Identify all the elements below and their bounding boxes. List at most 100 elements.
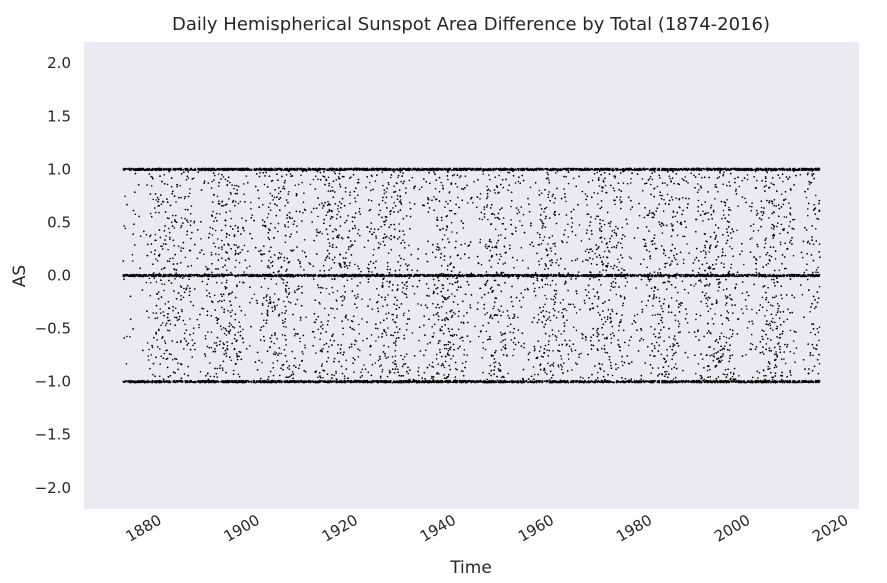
- data-point: [143, 230, 145, 233]
- data-point: [565, 214, 568, 216]
- data-point: [370, 189, 372, 192]
- data-point: [266, 216, 269, 219]
- data-point: [156, 260, 159, 262]
- data-point: [366, 337, 368, 340]
- data-point: [161, 337, 163, 339]
- data-point: [387, 346, 390, 348]
- data-point: [214, 229, 217, 232]
- data-point: [230, 193, 232, 195]
- data-point: [169, 257, 171, 260]
- data-point: [653, 295, 655, 297]
- data-point: [685, 313, 688, 315]
- data-point: [515, 230, 517, 232]
- data-point: [617, 367, 619, 369]
- data-point: [339, 348, 342, 350]
- data-point: [354, 200, 357, 203]
- data-point: [343, 298, 346, 300]
- data-point: [482, 324, 485, 327]
- data-point: [438, 373, 440, 375]
- data-point: [443, 377, 446, 380]
- data-point: [155, 281, 158, 283]
- data-point: [681, 178, 684, 180]
- data-point: [315, 352, 317, 354]
- data-point: [384, 236, 387, 239]
- data-point: [196, 257, 199, 260]
- data-point: [766, 251, 769, 254]
- data-point: [564, 307, 566, 310]
- data-point: [765, 253, 768, 256]
- data-point: [695, 318, 697, 321]
- data-point: [494, 361, 497, 363]
- data-point: [277, 230, 279, 233]
- data-point: [310, 211, 313, 213]
- data-point: [527, 197, 529, 200]
- data-point: [426, 343, 429, 345]
- data-point: [357, 293, 359, 296]
- data-point: [284, 241, 287, 244]
- data-point: [274, 308, 276, 311]
- data-point: [198, 326, 200, 329]
- data-point: [757, 377, 759, 379]
- data-point: [588, 224, 591, 227]
- data-point: [707, 310, 710, 313]
- data-point: [617, 241, 620, 244]
- data-point: [507, 314, 510, 317]
- data-point: [519, 220, 521, 222]
- data-point: [189, 287, 191, 290]
- data-point: [434, 188, 437, 190]
- data-point: [494, 176, 497, 178]
- data-point: [768, 350, 771, 352]
- data-point: [509, 247, 511, 250]
- data-point: [187, 177, 190, 179]
- data-point: [503, 246, 506, 248]
- data-point: [274, 227, 276, 229]
- data-point: [590, 263, 593, 265]
- data-point: [221, 300, 223, 303]
- data-point: [370, 228, 372, 230]
- data-point: [549, 364, 551, 367]
- data-point: [552, 193, 554, 196]
- data-point: [183, 348, 185, 350]
- data-point: [544, 303, 546, 306]
- data-point: [649, 257, 652, 260]
- data-point: [220, 328, 223, 331]
- data-point: [510, 219, 512, 221]
- data-point: [387, 294, 389, 296]
- data-point: [631, 206, 634, 208]
- data-point: [295, 366, 297, 369]
- data-point: [563, 188, 565, 190]
- data-point: [648, 280, 651, 282]
- data-point: [436, 225, 439, 227]
- data-point: [357, 181, 360, 184]
- data-point: [388, 226, 391, 228]
- data-point: [657, 272, 659, 274]
- data-point: [522, 378, 524, 381]
- data-point: [483, 307, 486, 310]
- data-point: [663, 249, 666, 252]
- data-point: [612, 267, 615, 270]
- data-point: [161, 283, 163, 285]
- data-point: [155, 356, 157, 359]
- data-point: [646, 214, 648, 217]
- data-point: [770, 371, 772, 374]
- data-point: [702, 220, 704, 222]
- data-point: [623, 297, 626, 300]
- data-point: [627, 344, 630, 347]
- data-point: [227, 176, 230, 178]
- data-point: [789, 371, 792, 374]
- data-point: [620, 242, 622, 245]
- data-point: [786, 343, 789, 346]
- data-point: [323, 344, 326, 346]
- data-point: [626, 223, 628, 225]
- data-point: [698, 267, 701, 270]
- data-point: [408, 244, 410, 247]
- data-point: [381, 171, 384, 174]
- data-point: [215, 342, 217, 344]
- data-point: [480, 264, 483, 266]
- data-point: [327, 200, 329, 203]
- data-point: [545, 265, 547, 268]
- data-point: [658, 268, 661, 270]
- data-point: [149, 294, 152, 297]
- data-point: [762, 353, 765, 355]
- data-point: [648, 209, 651, 212]
